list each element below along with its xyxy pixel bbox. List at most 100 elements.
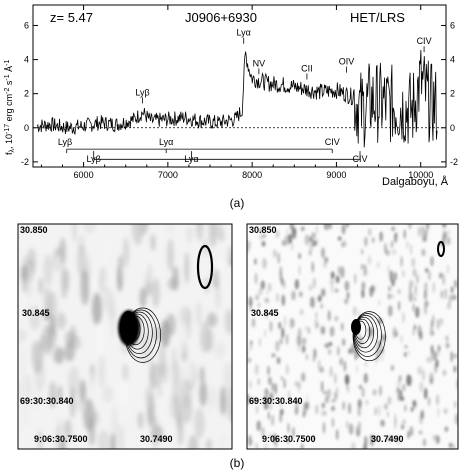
noise-blob — [188, 435, 199, 449]
noise-speck — [280, 376, 284, 381]
noise-speck — [370, 435, 374, 447]
noise-blob — [80, 271, 86, 289]
noise-speck — [357, 398, 362, 409]
noise-speck — [287, 390, 291, 402]
noise-speck — [249, 380, 252, 389]
noise-speck — [328, 341, 333, 347]
noise-speck — [267, 432, 273, 439]
contour-ring — [353, 315, 378, 353]
noise-speck — [298, 386, 300, 394]
noise-blob — [199, 381, 208, 407]
caption-a: (a) — [229, 196, 245, 210]
noise-speck — [287, 439, 289, 444]
noise-speck — [342, 266, 345, 279]
x-tick-label: 6000 — [74, 170, 94, 180]
noise-speck — [289, 224, 295, 231]
noise-speck — [416, 274, 419, 284]
noise-speck — [257, 302, 261, 308]
noise-speck — [264, 388, 269, 397]
noise-blob — [97, 430, 110, 449]
redshift-label: z= 5.47 — [50, 10, 93, 25]
noise-speck — [341, 242, 344, 248]
contour-ring — [354, 316, 375, 349]
noise-speck — [294, 227, 296, 240]
noise-blob — [167, 238, 174, 272]
y-tick-label-right: 0 — [450, 123, 455, 133]
noise-blob — [193, 298, 203, 331]
noise-speck — [390, 240, 394, 249]
noise-speck — [249, 342, 252, 351]
x-tick-label: 7000 — [158, 170, 178, 180]
noise-speck — [266, 365, 271, 376]
contour-ring — [355, 320, 367, 340]
noise-speck — [413, 324, 416, 331]
noise-blob — [64, 341, 75, 362]
noise-speck — [447, 229, 450, 237]
noise-speck — [393, 271, 397, 281]
noise-speck — [432, 314, 435, 326]
contour-ring — [126, 315, 145, 346]
image-left-x-left: 9:06:30.7500 — [34, 434, 88, 444]
noise-speck — [301, 443, 304, 449]
x-axis-label: Dalgaboyu, Å — [382, 175, 449, 188]
noise-speck — [422, 438, 427, 447]
noise-speck — [331, 405, 335, 412]
noise-speck — [304, 234, 310, 246]
noise-speck — [432, 350, 438, 361]
noise-speck — [347, 385, 350, 394]
contour-ring — [124, 307, 161, 363]
noise-speck — [452, 443, 455, 449]
y-tick-label-left: -2 — [21, 157, 29, 167]
image-left-contours — [124, 307, 161, 363]
noise-speck — [301, 344, 306, 354]
noise-speck — [389, 294, 394, 299]
image-right-frame — [246, 223, 459, 450]
noise-speck — [263, 395, 269, 403]
noise-speck — [337, 346, 340, 357]
noise-speck — [454, 279, 458, 288]
noise-speck — [261, 426, 265, 439]
noise-speck — [396, 387, 400, 394]
noise-speck — [363, 372, 368, 384]
noise-speck — [257, 378, 260, 386]
noise-speck — [409, 426, 414, 437]
y-tick-label-right: 6 — [450, 20, 455, 30]
noise-speck — [334, 288, 339, 293]
noise-blob — [178, 321, 188, 354]
noise-speck — [400, 334, 403, 344]
noise-blob — [54, 425, 62, 449]
noise-speck — [289, 317, 295, 329]
noise-speck — [347, 291, 350, 301]
noise-speck — [251, 317, 256, 328]
noise-speck — [259, 234, 262, 241]
noise-speck — [324, 256, 329, 264]
noise-speck — [267, 282, 272, 292]
noise-speck — [363, 443, 367, 449]
noise-speck — [317, 359, 321, 372]
noise-speck — [348, 402, 351, 415]
line-brackets — [66, 148, 361, 160]
noise-speck — [263, 258, 267, 270]
noise-speck — [420, 409, 425, 420]
noise-blob — [195, 224, 204, 242]
noise-speck — [439, 317, 444, 326]
noise-speck — [279, 408, 284, 416]
noise-speck — [358, 384, 363, 390]
noise-speck — [327, 388, 331, 398]
noise-speck — [248, 296, 253, 307]
noise-speck — [423, 229, 428, 237]
noise-blob — [186, 225, 193, 243]
noise-speck — [377, 405, 381, 417]
contour-ring — [352, 311, 386, 362]
noise-speck — [450, 286, 454, 294]
noise-blob — [115, 422, 121, 446]
noise-speck — [298, 264, 301, 276]
noise-speck — [402, 419, 406, 425]
noise-speck — [410, 407, 414, 412]
noise-speck — [335, 275, 340, 284]
noise-blob — [206, 328, 214, 353]
noise-blob — [49, 380, 57, 409]
noise-speck — [291, 290, 296, 301]
caption-b: (b) — [229, 456, 245, 470]
noise-blob — [64, 331, 76, 346]
